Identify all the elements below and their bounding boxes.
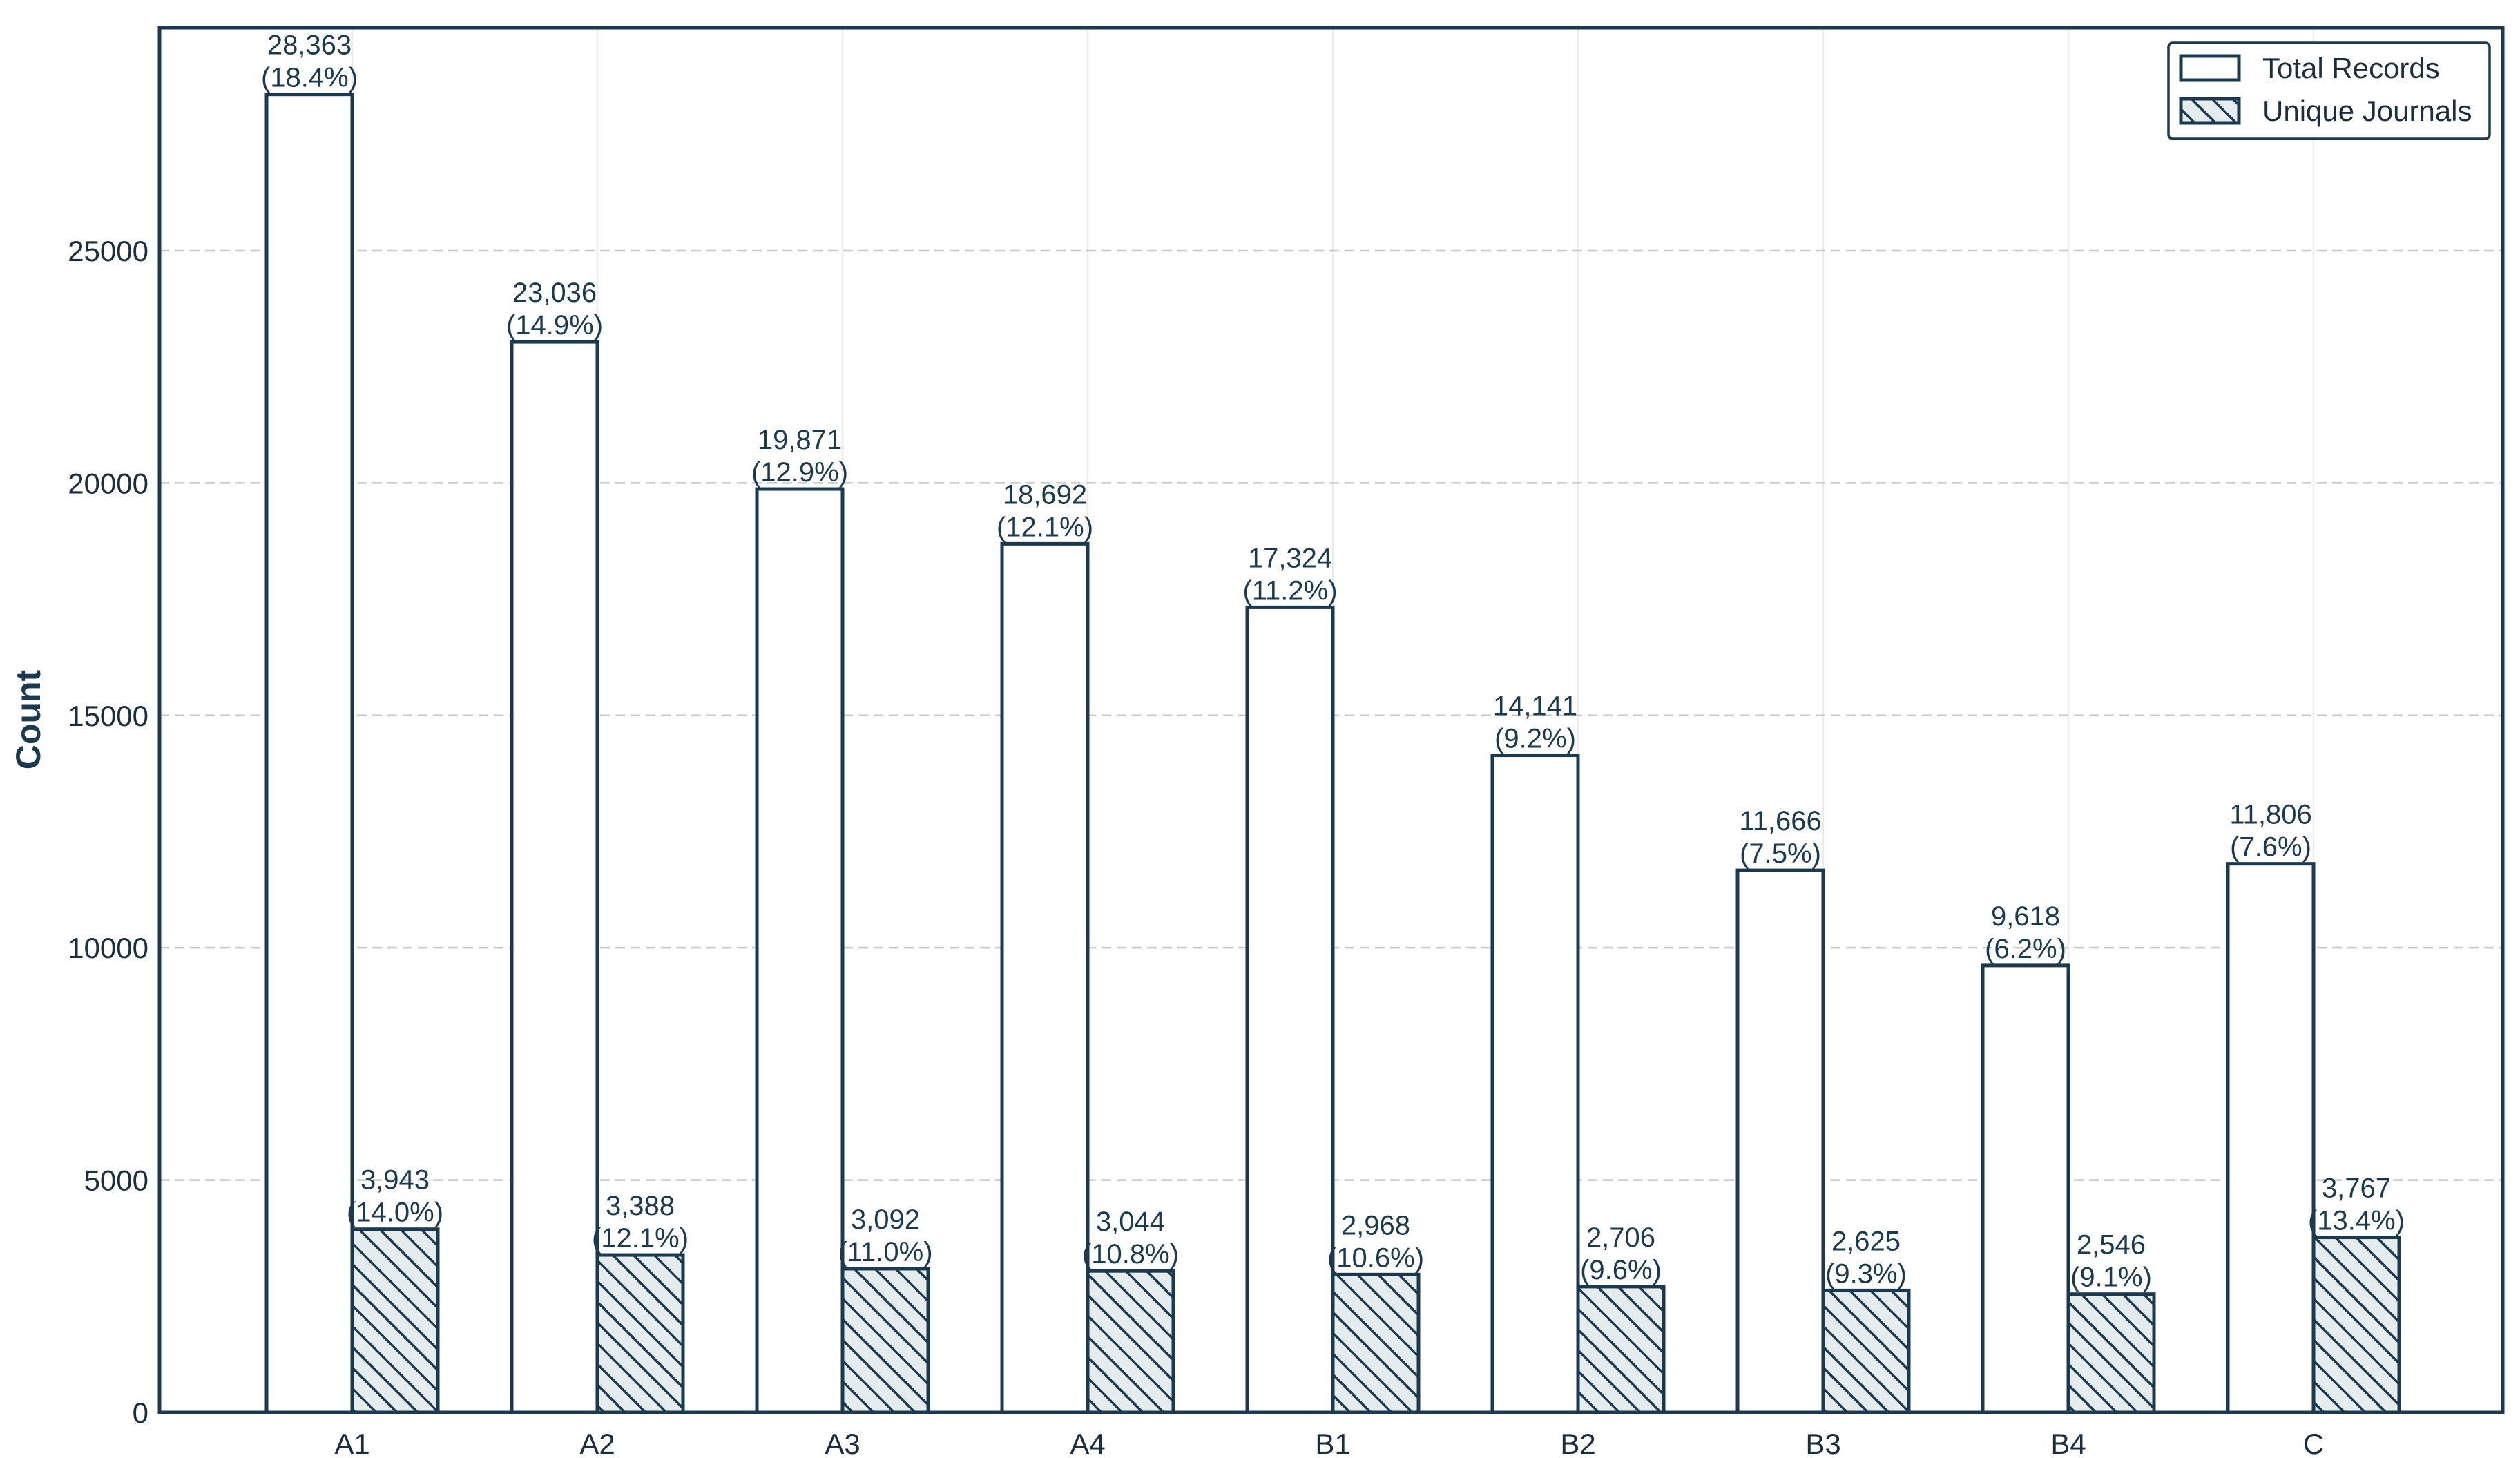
bar-value-label: 9,618 — [1991, 901, 2060, 932]
bar-percent-label: (14.0%) — [347, 1198, 443, 1228]
bar-unique-journals — [1086, 1269, 1175, 1414]
bar-percent-label: (12.1%) — [592, 1223, 689, 1254]
y-axis-ticks: 0 5000 10000 15000 20000 25000 — [68, 235, 148, 1429]
bar-value-label: 3,388 — [606, 1191, 675, 1221]
bar-total-records — [2226, 862, 2316, 1414]
bar-total-records — [1735, 868, 1825, 1414]
bar-percent-label: (13.4%) — [2308, 1206, 2405, 1236]
bar-percent-label: (9.2%) — [1494, 724, 1576, 754]
bar-value-label: 14,141 — [1493, 691, 1577, 722]
plot-frame — [157, 26, 2505, 1414]
legend-swatch-total-records — [2179, 54, 2241, 82]
bar-value-label: 18,692 — [1003, 479, 1087, 510]
bar-value-label: 11,806 — [2229, 800, 2311, 830]
x-tick-label: B2 — [1560, 1428, 1595, 1458]
bar-percent-label: (10.6%) — [1327, 1243, 1424, 1273]
bar-unique-journals — [1821, 1288, 1911, 1414]
bar-unique-journals — [2311, 1236, 2401, 1414]
x-axis-ticks: A1 A2 A3 A4 B1 B2 B3 B4 C — [334, 1428, 2324, 1458]
bar-value-label: 3,092 — [851, 1205, 920, 1235]
bar-labels: 28,363(18.4%) 23,036(14.9%) 19,871(12.9%) 1… — [261, 30, 2405, 1293]
bar-unique-journals — [2066, 1292, 2156, 1414]
y-tick-label: 10000 — [68, 932, 148, 964]
y-tick-label: 0 — [133, 1397, 148, 1429]
bar-total-records — [1245, 605, 1335, 1414]
bar-total-records — [1981, 963, 2070, 1414]
bars — [264, 93, 2401, 1414]
bar-percent-label: (7.6%) — [2230, 832, 2311, 863]
bar-percent-label: (14.9%) — [506, 310, 603, 340]
bar-percent-label: (9.6%) — [1580, 1255, 1662, 1285]
bar-percent-label: (9.1%) — [2070, 1263, 2152, 1293]
bar-unique-journals — [350, 1227, 440, 1414]
bar-total-records — [755, 487, 845, 1414]
x-tick-label: A4 — [1070, 1428, 1105, 1458]
bar-percent-label: (11.0%) — [838, 1237, 932, 1267]
bar-percent-label: (18.4%) — [261, 63, 358, 93]
bar-percent-label: (9.3%) — [1825, 1258, 1907, 1289]
bar-unique-journals — [1576, 1285, 1666, 1414]
bar-total-records — [264, 93, 354, 1414]
x-tick-label: A3 — [825, 1428, 860, 1458]
x-tick-label: B4 — [2050, 1428, 2086, 1458]
x-tick-label: B1 — [1315, 1428, 1350, 1458]
bar-value-label: 23,036 — [512, 278, 597, 308]
legend-label-total-records: Total Records — [2262, 52, 2440, 84]
bar-value-label: 19,871 — [758, 425, 842, 455]
y-axis-title: Count — [9, 669, 48, 769]
legend-swatch-unique-journals — [2179, 97, 2241, 125]
bar-value-label: 11,666 — [1739, 806, 1821, 836]
bar-percent-label: (12.9%) — [751, 457, 848, 488]
y-tick-label: 20000 — [68, 467, 148, 499]
bar-percent-label: (7.5%) — [1740, 838, 1821, 869]
bar-value-label: 17,324 — [1248, 543, 1332, 573]
bar-percent-label: (10.8%) — [1082, 1239, 1179, 1269]
bar-percent-label: (12.1%) — [997, 512, 1093, 542]
y-tick-label: 15000 — [68, 700, 148, 732]
bar-value-label: 3,943 — [360, 1165, 430, 1196]
x-tick-label: C — [2303, 1428, 2324, 1458]
x-tick-label: B3 — [1805, 1428, 1840, 1458]
bar-unique-journals — [1331, 1272, 1421, 1414]
legend-frame — [2167, 41, 2491, 140]
y-tick-label: 5000 — [84, 1164, 148, 1197]
bar-value-label: 2,968 — [1341, 1210, 1410, 1240]
bar-total-records — [1000, 541, 1090, 1414]
bar-value-label: 28,363 — [267, 30, 352, 61]
bar-value-label: 2,706 — [1586, 1222, 1655, 1253]
legend: Total Records Unique Journals — [2167, 41, 2491, 140]
legend-label-unique-journals: Unique Journals — [2262, 95, 2472, 127]
bar-value-label: 2,625 — [1831, 1226, 1901, 1256]
bar-value-label: 3,767 — [2322, 1173, 2391, 1204]
bar-total-records — [1490, 754, 1580, 1414]
bar-percent-label: (11.2%) — [1242, 575, 1337, 606]
bar-value-label: 2,546 — [2077, 1230, 2146, 1260]
x-tick-label: A1 — [334, 1428, 369, 1458]
bar-percent-label: (6.2%) — [1985, 934, 2066, 964]
bar-unique-journals — [595, 1253, 685, 1414]
bar-value-label: 3,044 — [1096, 1207, 1165, 1237]
bar-unique-journals — [840, 1267, 930, 1414]
bar-total-records — [510, 340, 599, 1414]
y-tick-label: 25000 — [68, 235, 148, 267]
x-tick-label: A2 — [579, 1428, 615, 1458]
